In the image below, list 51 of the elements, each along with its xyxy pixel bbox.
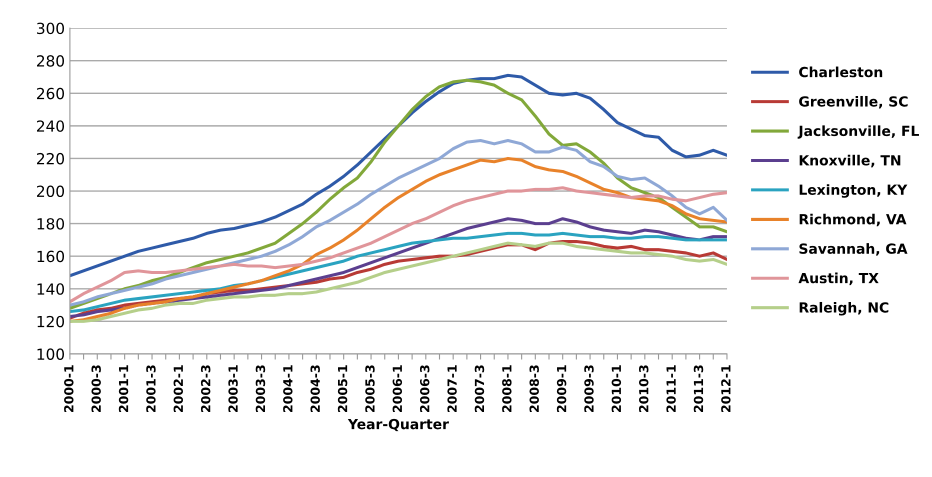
legend-label: Lexington, KY (800, 184, 908, 198)
x-tick-label: 2008-3 (529, 365, 539, 412)
x-tick-label: 2001-1 (118, 365, 128, 412)
legend-label: Greenville, SC (799, 96, 908, 108)
x-tick-label: 2010-1 (612, 365, 622, 412)
x-tick-label: 2004-3 (310, 365, 320, 412)
y-tick-label: 300 (37, 22, 64, 34)
x-tick-label: 2005-3 (365, 365, 375, 412)
x-tick-label: 2009-3 (584, 365, 594, 412)
line-series (70, 74, 727, 278)
x-tick-label: 2006-1 (392, 365, 402, 412)
x-axis-title: Year-Quarter (348, 418, 449, 432)
legend-label: Raleigh, NC (800, 302, 888, 316)
x-tick-label: 2007-3 (474, 365, 484, 412)
x-tick-label: 2002-1 (174, 365, 184, 412)
line-series (70, 156, 727, 323)
x-tick-label: 2000-3 (91, 365, 101, 412)
y-tick-label: 140 (38, 283, 64, 295)
y-tick-label: 100 (38, 348, 64, 360)
x-tick-label: 2006-3 (420, 365, 430, 412)
x-tick-label: 2007-1 (447, 365, 457, 412)
x-tick-label: 2002-3 (200, 365, 210, 412)
y-tick-label: 200 (36, 186, 64, 198)
x-tick-label: 2011-1 (666, 365, 676, 412)
x-tick-label: 2012-1 (721, 365, 731, 412)
y-tick-label: 220 (36, 152, 64, 164)
y-tick-label: 280 (36, 55, 64, 67)
line-series (70, 232, 727, 314)
y-tick-label: 160 (38, 250, 64, 262)
legend-label: Richmond, VA (800, 214, 906, 226)
legend-label: Savannah, GA (799, 243, 908, 256)
x-tick-label: 2004-1 (283, 365, 293, 412)
legend-label: Austin, TX (798, 272, 879, 286)
y-tick-label: 180 (38, 218, 64, 230)
x-tick-label: 2011-3 (694, 365, 704, 412)
x-tick-label: 2005-1 (338, 365, 348, 412)
y-tick-label: 120 (38, 316, 64, 328)
line-series (70, 186, 727, 304)
x-tick-label: 2000-1 (64, 365, 74, 412)
x-tick-label: 2010-3 (639, 365, 648, 412)
legend-label: Charleston (799, 66, 882, 78)
x-tick-label: 2008-1 (502, 365, 512, 412)
legend-label: Jacksonville, FL (798, 125, 919, 139)
legend-label: Knoxville, TN (800, 154, 900, 168)
x-tick-label: 2003-1 (228, 365, 238, 412)
y-tick-label: 240 (36, 120, 64, 132)
x-tick-label: 2009-1 (556, 365, 566, 412)
x-tick-label: 2003-3 (256, 365, 266, 412)
y-tick-label: 260 (36, 88, 64, 100)
line-series (70, 139, 727, 307)
x-tick-label: 2001-3 (146, 365, 156, 412)
